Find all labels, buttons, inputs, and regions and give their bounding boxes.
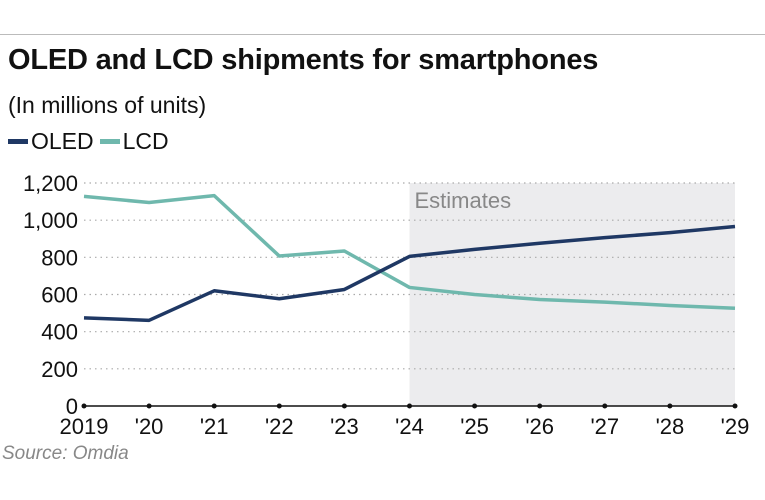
estimates-label: Estimates bbox=[415, 188, 512, 213]
x-tick-mark bbox=[146, 403, 152, 409]
x-tick-mark bbox=[732, 403, 738, 409]
y-tick-label: 200 bbox=[41, 357, 78, 382]
y-tick-label: 0 bbox=[66, 394, 78, 419]
x-tick-label: 2019 bbox=[60, 414, 109, 439]
y-tick-label: 600 bbox=[41, 283, 78, 308]
x-tick-mark bbox=[211, 403, 217, 409]
legend-swatch-lcd bbox=[99, 139, 120, 144]
x-tick-label: '28 bbox=[656, 414, 685, 439]
x-tick-label: '23 bbox=[330, 414, 359, 439]
legend-swatch-oled bbox=[8, 139, 28, 144]
x-tick-mark bbox=[407, 403, 412, 409]
x-tick-mark bbox=[537, 403, 543, 409]
x-tick-label: '21 bbox=[200, 414, 229, 439]
x-tick-label: '27 bbox=[590, 414, 619, 439]
x-tick-mark bbox=[472, 403, 478, 409]
legend-item-lcd: LCD bbox=[99, 128, 169, 155]
x-tick-mark bbox=[81, 403, 87, 409]
x-tick-label: '22 bbox=[265, 414, 294, 439]
legend-label-lcd: LCD bbox=[122, 128, 169, 154]
x-tick-label: '25 bbox=[460, 414, 489, 439]
x-tick-mark bbox=[341, 403, 347, 409]
y-tick-label: 1,200 bbox=[23, 171, 78, 196]
legend: OLED LCD bbox=[8, 128, 175, 155]
x-tick-label: '29 bbox=[721, 414, 750, 439]
chart-title: OLED and LCD shipments for smartphones bbox=[8, 44, 599, 76]
y-tick-label: 800 bbox=[41, 245, 78, 270]
source-note: Source: Omdia bbox=[2, 443, 129, 464]
x-tick-mark bbox=[276, 403, 282, 409]
x-tick-label: '20 bbox=[135, 414, 164, 439]
legend-label-oled: OLED bbox=[31, 128, 94, 154]
x-tick-label: '24 bbox=[395, 414, 424, 439]
x-tick-label: '26 bbox=[525, 414, 554, 439]
chart-subtitle: (In millions of units) bbox=[8, 92, 207, 118]
legend-item-oled: OLED bbox=[8, 128, 94, 155]
y-tick-label: 1,000 bbox=[23, 208, 78, 233]
y-tick-label: 400 bbox=[41, 320, 78, 345]
x-tick-mark bbox=[602, 403, 608, 409]
top-rule bbox=[0, 34, 765, 35]
x-tick-mark bbox=[667, 403, 673, 409]
